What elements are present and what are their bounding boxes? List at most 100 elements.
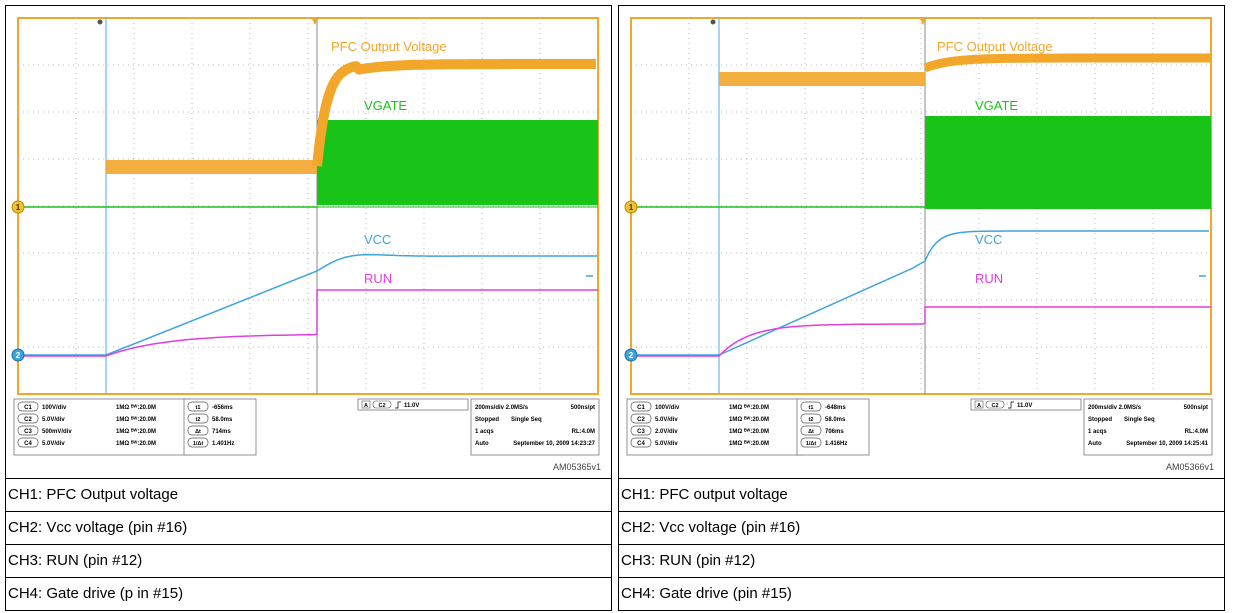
annotation-run: RUN <box>364 271 392 286</box>
rising-edge-icon <box>395 401 401 409</box>
channel-badge <box>630 413 652 424</box>
annotation-vgate: VGATE <box>975 98 1018 113</box>
cursor-value: 714ms <box>212 429 231 435</box>
cursor-badge-label: 1/Δt <box>193 441 204 447</box>
channel-badge <box>17 437 39 448</box>
rl: RL:4.0M <box>1185 429 1208 435</box>
channel-scale: 100V/div <box>42 405 67 411</box>
trigger-box <box>970 398 1082 411</box>
trigger-auto: Auto <box>1088 441 1102 447</box>
trigger-mode-letter: A <box>977 403 981 409</box>
cursor-badge-label: t2 <box>196 417 201 423</box>
channel-badge <box>630 437 652 448</box>
cursor-value: 58.0ms <box>212 417 233 423</box>
caption-ch2: CH2: Vcc voltage (pin #16) <box>619 511 1224 544</box>
cursor-value: -656ms <box>212 405 233 411</box>
acquisition-box <box>1083 398 1213 456</box>
trigger-source-badge <box>985 400 1005 409</box>
ch1-ground-label: 1 <box>629 203 634 212</box>
annotation-vcc: VCC <box>364 232 391 247</box>
cursor-badge-label: t1 <box>196 405 201 411</box>
record-length: 500ns/pt <box>1184 405 1208 411</box>
annotation-vgate: VGATE <box>364 98 407 113</box>
trigger-source: C2 <box>991 403 998 409</box>
channel-scale: 5.0V/div <box>655 417 678 423</box>
cursor-badge-label: Δt <box>808 429 814 435</box>
channel-coupling: 1MΩ ᴮᵂ:20.0M <box>729 416 769 423</box>
acquisition-box <box>470 398 600 456</box>
caption-ch4: CH4: Gate drive (pin #15) <box>619 577 1224 610</box>
ch4-gate-drive-block <box>925 116 1211 209</box>
channel-badge-label: C2 <box>24 417 32 423</box>
caption-ch2: CH2: Vcc voltage (pin #16) <box>6 511 611 544</box>
channel-coupling: 1MΩ ᴮᵂ:20.0M <box>116 428 156 435</box>
channel-badge <box>630 401 652 412</box>
channel-badge <box>17 413 39 424</box>
channel-coupling: 1MΩ ᴮᵂ:20.0M <box>729 428 769 435</box>
caption-ch3: CH3: RUN (pin #12) <box>619 544 1224 577</box>
cursor-badge <box>800 437 822 448</box>
channel-badge <box>17 425 39 436</box>
channel-coupling: 1MΩ ᴮᵂ:20.0M <box>116 404 156 411</box>
channel-scale: 100V/div <box>655 405 680 411</box>
grid <box>18 18 598 394</box>
trigger-level: 11.0V <box>404 403 419 409</box>
ch1-pre-band <box>106 160 317 174</box>
trigger-mode-icon <box>361 400 371 409</box>
cursor-badge-label: t1 <box>809 405 814 411</box>
channel-coupling: 1MΩ ᴮᵂ:20.0M <box>729 440 769 447</box>
channel-badge-label: C2 <box>637 417 645 423</box>
annotation-pfc-output: PFC Output Voltage <box>331 39 447 54</box>
annotation-run: RUN <box>975 271 1003 286</box>
cursor-badge <box>800 401 822 412</box>
timestamp: September 10, 2009 14:23:27 <box>513 441 595 447</box>
channel-scale: 5.0V/div <box>655 441 678 447</box>
info-area: C1 100V/div 1MΩ ᴮᵂ:20.0M C2 5.0V/div 1MΩ ᴮᵂ:2… <box>626 398 1214 472</box>
cursor-marker <box>710 19 716 25</box>
acq-count: 1 acqs <box>475 429 494 435</box>
trigger-source-badge <box>372 400 392 409</box>
cursor-badge-label: Δt <box>195 429 201 435</box>
channel-badge <box>630 425 652 436</box>
ch1-ground-label: 1 <box>16 203 21 212</box>
ch4-gate-drive-block <box>317 120 598 205</box>
left-panel: 1 2 PFC Output Voltage VGATE VGATE VCC RUN C1 10… <box>5 5 612 611</box>
channel-badge-label: C3 <box>24 429 32 435</box>
ch2-ground-label: 2 <box>629 351 634 360</box>
annotation-vcc: VCC <box>975 232 1002 247</box>
channel-scale: 5.0V/div <box>42 441 65 447</box>
trigger-auto: Auto <box>475 441 489 447</box>
cursor-value: -648ms <box>825 405 846 411</box>
cursor-badge <box>187 401 209 412</box>
caption-ch1: CH1: PFC output voltage <box>619 478 1224 511</box>
caption-ch1: CH1: PFC Output voltage <box>6 478 611 511</box>
trigger-marker <box>920 19 926 25</box>
cursor-badge-label: 1/Δt <box>806 441 817 447</box>
figure-id: AM05365v1 <box>553 462 601 472</box>
channel-scale: 500mV/div <box>42 429 72 435</box>
annotation-pfc-output: PFC Output Voltage <box>937 39 1053 54</box>
trigger-mode-icon <box>974 400 984 409</box>
channel-badge-label: C1 <box>24 405 32 411</box>
cursor-badge-label: t2 <box>809 417 814 423</box>
annotation-vgate-shadow: VGATE <box>975 98 1018 113</box>
acq-count: 1 acqs <box>1088 429 1107 435</box>
acq-mode: Single Seq <box>511 417 542 423</box>
cursor-badge <box>187 425 209 436</box>
ch3-run-trace <box>18 289 598 357</box>
cursor-value: 1.416Hz <box>825 441 847 447</box>
acq-status: Stopped <box>1088 417 1112 423</box>
trigger-mode-letter: A <box>364 403 368 409</box>
channel-badge <box>17 401 39 412</box>
channel-scale: 5.0V/div <box>42 417 65 423</box>
cursor-value: 706ms <box>825 429 844 435</box>
ch2-vcc-trace <box>18 253 597 356</box>
cursor-badge <box>187 437 209 448</box>
ch3-run-trace <box>631 306 1211 357</box>
channel-coupling: 1MΩ ᴮᵂ:20.0M <box>116 440 156 447</box>
channel-badge-label: C4 <box>637 441 645 447</box>
info-area: C1 100V/div 1MΩ ᴮᵂ:20.0M C2 5.0V/div 1MΩ ᴮᵂ:2… <box>13 398 601 472</box>
